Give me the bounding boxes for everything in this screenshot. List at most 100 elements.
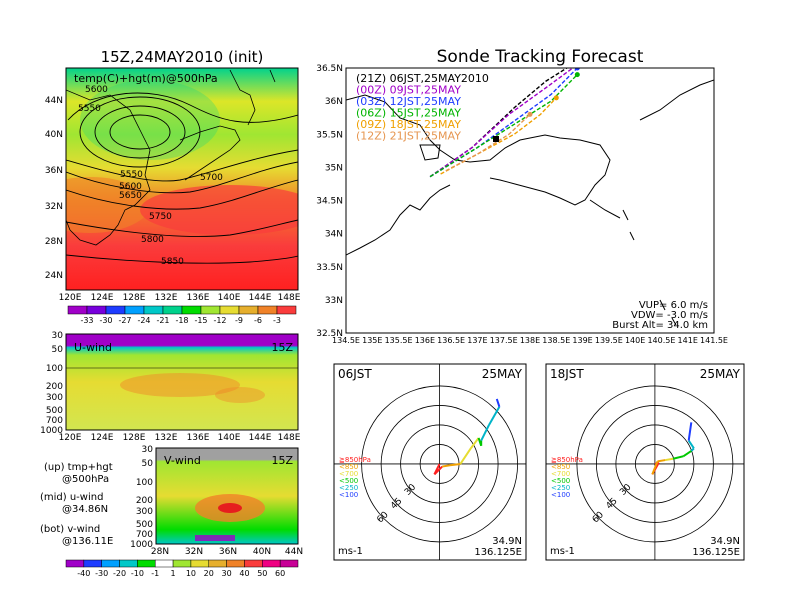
svg-text:5800: 5800	[141, 235, 164, 245]
track-end-point	[574, 72, 580, 78]
track-legend: (21Z) 06JST,25MAY2010(00Z) 09JST,25MAY(0…	[356, 72, 489, 143]
svg-text:5600: 5600	[119, 182, 142, 192]
v-wind-p-ticks: 30 50 100 200 300 500 700 1000	[130, 445, 153, 550]
main-title: 15Z,24MAY2010 (init)	[101, 48, 264, 66]
colorbar-label: -15	[194, 316, 207, 325]
svg-text:200: 200	[46, 382, 63, 392]
v-wind-time: 15Z	[271, 454, 293, 467]
svg-text:VUP= 6.0 m/s: VUP= 6.0 m/s	[639, 300, 708, 311]
coastline	[66, 69, 276, 246]
track-lon-tick: 139E	[572, 336, 592, 345]
colorbar-swatch	[105, 305, 126, 315]
wind-colorbar-swatch	[83, 559, 102, 568]
wind-colorbar-swatch	[262, 559, 281, 568]
svg-text:500: 500	[136, 520, 153, 530]
legend-entry: (12Z) 21JST,25MAY	[356, 130, 461, 143]
svg-text:32N: 32N	[45, 202, 63, 212]
main-500hpa-panel: 15Z,24MAY2010 (init) temp(C)+hgt(m)@500h…	[45, 48, 301, 325]
track-end-point	[527, 111, 533, 117]
svg-text:@136.11E: @136.11E	[62, 536, 113, 547]
main-field-label: temp(C)+hgt(m)@500hPa	[74, 72, 218, 85]
hodograph-segment	[480, 424, 490, 442]
colorbar-swatch	[219, 305, 240, 315]
hodograph-level-label: <700	[339, 470, 358, 478]
japan-coastline	[346, 79, 714, 326]
wind-colorbar-label: 1	[171, 569, 176, 578]
svg-text:44N: 44N	[45, 96, 63, 106]
hodograph-segment	[657, 459, 666, 463]
colorbar-label: -12	[213, 316, 226, 325]
wind-colorbar-label: -10	[131, 569, 144, 578]
track-lat-ticks: 36.5N 36N 35.5N 35N 34.5N 34N 33.5N 33N 32.5N	[316, 64, 343, 339]
legend-entry: (09Z) 18JST,25MAY	[356, 118, 461, 131]
hodograph-segment	[687, 422, 693, 441]
wind-colorbar-swatch	[137, 559, 156, 568]
svg-text:500: 500	[46, 406, 63, 416]
track-lat-tick: 34N	[325, 230, 343, 240]
colorbar-swatch	[257, 305, 278, 315]
colorbar-label: -27	[118, 316, 131, 325]
svg-text:700: 700	[136, 530, 153, 540]
svg-text:28N: 28N	[151, 547, 169, 557]
hodograph-segment	[651, 460, 659, 475]
svg-text:5850: 5850	[161, 257, 184, 267]
track-lon-tick: 140E	[625, 336, 645, 345]
svg-text:700: 700	[46, 416, 63, 426]
svg-text:124E: 124E	[91, 293, 114, 303]
hodograph-left: 06JST 25MAYms-134.9N136.125E304560≧850hPa…	[333, 363, 527, 561]
hodograph-segment	[433, 465, 443, 476]
wind-colorbar-swatch	[226, 559, 245, 568]
colorbar-label: -24	[137, 316, 150, 325]
u-wind-lon-ticks: 120E 124E 128E 132E 136E 140E 144E 148E	[59, 433, 301, 443]
svg-text:5750: 5750	[149, 212, 172, 222]
track-lon-tick: 136.5E	[437, 336, 465, 345]
track-lat-tick: 33N	[325, 296, 343, 306]
svg-text:148E: 148E	[278, 293, 301, 303]
svg-text:300: 300	[46, 393, 63, 403]
colorbar-label: -33	[80, 316, 93, 325]
wind-colorbar-swatch	[190, 559, 210, 568]
hodograph-segment	[449, 462, 461, 467]
track-lat-tick: 36N	[325, 97, 343, 107]
panel-notes: (up) tmp+hgt @500hPa (mid) u-wind @34.86…	[40, 462, 113, 547]
svg-text:128E: 128E	[123, 433, 146, 443]
main-lon-ticks: 120E 124E 128E 132E 136E 140E 144E 148E	[59, 293, 301, 303]
track-lon-tick: 140.5E	[647, 336, 675, 345]
main-field-overlays	[66, 69, 298, 264]
svg-text:24N: 24N	[45, 271, 63, 281]
svg-text:@500hPa: @500hPa	[62, 474, 109, 485]
hodograph-level-label: ≧850hPa	[551, 456, 583, 464]
svg-text:5650: 5650	[119, 191, 142, 201]
track-line	[445, 113, 531, 172]
hodograph-level-label: <100	[551, 491, 570, 499]
legend-entry: (00Z) 09JST,25MAY	[356, 84, 461, 97]
svg-text:5600: 5600	[85, 85, 108, 95]
hodograph-segment	[665, 457, 674, 462]
hodograph-segment	[459, 447, 472, 465]
hodograph-time: 18JST	[550, 367, 584, 381]
track-lat-tick: 32.5N	[316, 329, 343, 339]
track-lon-ticks: 134.5E 135E 135.5E 136E 136.5E 137E 137.5E 138E…	[332, 336, 728, 345]
track-lat-tick: 36.5N	[316, 64, 343, 74]
hodograph-lon: 136.125E	[474, 547, 522, 558]
colorbar-label: -30	[99, 316, 112, 325]
svg-text:1000: 1000	[130, 540, 153, 550]
track-lon-tick: 141.5E	[700, 336, 728, 345]
track-lon-tick: 137.5E	[490, 336, 518, 345]
u-wind-time: 15Z	[271, 341, 293, 354]
hodograph-time: 06JST	[338, 367, 372, 381]
colorbar-label: -18	[175, 316, 188, 325]
hodograph-segment	[495, 398, 501, 408]
wind-colorbar-label: -20	[113, 569, 126, 578]
hodograph-segment	[442, 464, 451, 468]
hodograph-level-label: <500	[339, 477, 358, 485]
colorbar-label: -9	[235, 316, 243, 325]
svg-text:32N: 32N	[185, 547, 203, 557]
track-title: Sonde Tracking Forecast	[437, 47, 644, 67]
svg-text:(bot) v-wind: (bot) v-wind	[40, 524, 100, 535]
wind-colorbar-swatch	[244, 559, 263, 568]
colorbar-swatch	[67, 305, 88, 315]
svg-text:50: 50	[142, 459, 154, 469]
hodograph-segment	[469, 437, 480, 449]
track-lon-tick: 139.5E	[595, 336, 623, 345]
